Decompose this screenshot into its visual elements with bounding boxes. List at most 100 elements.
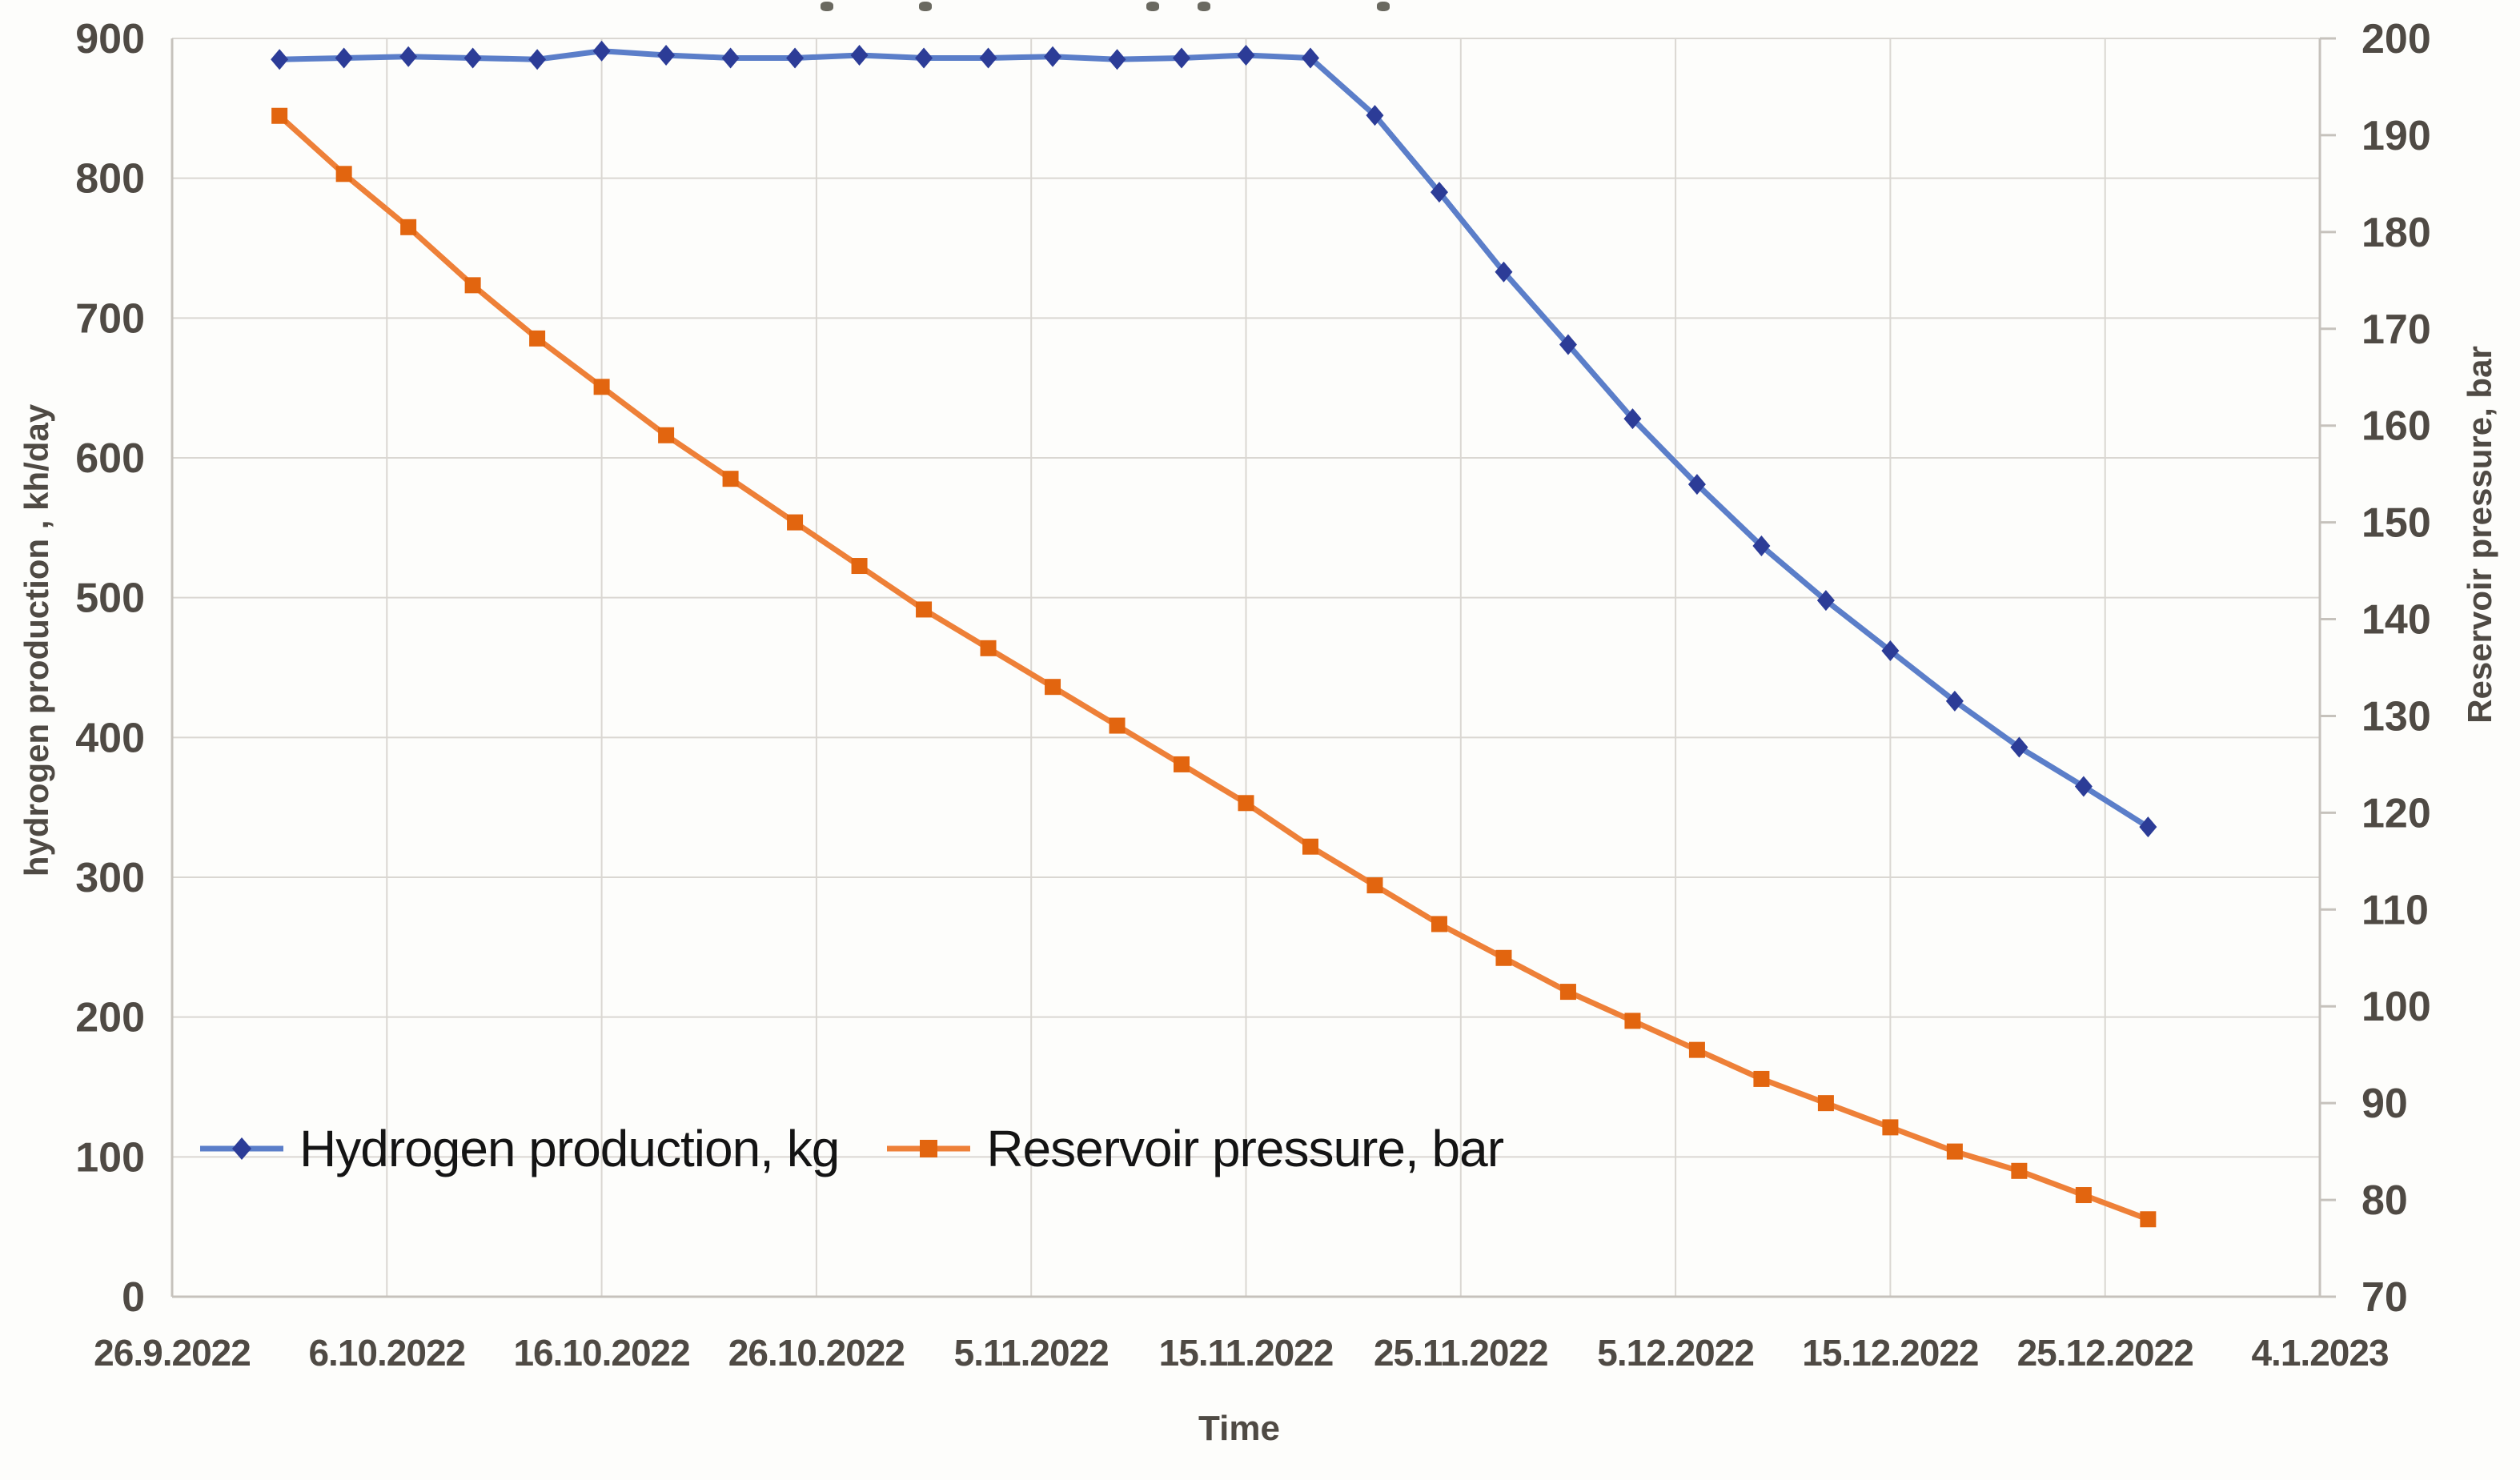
x-axis-title: Time <box>1198 1409 1280 1448</box>
data-point-marker <box>528 49 547 70</box>
x-axis-tick-label: 25.12.2022 <box>2017 1332 2193 1374</box>
data-point-marker <box>1238 795 1254 812</box>
data-point-marker <box>2075 1187 2092 1204</box>
left-axis-tick-label: 400 <box>75 715 145 761</box>
cropped-text-speck <box>1198 2 1210 11</box>
data-point-marker <box>1495 261 1513 283</box>
legend-item-hydrogen-production: Hydrogen production, kg <box>199 1119 840 1178</box>
data-point-marker <box>1174 756 1190 772</box>
x-axis-tick-label: 5.12.2022 <box>1597 1332 1754 1374</box>
data-point-marker <box>658 427 675 443</box>
left-axis-tick-label: 300 <box>75 855 145 901</box>
data-point-marker <box>1946 1143 1963 1160</box>
cropped-text-speck <box>1377 2 1390 11</box>
right-axis-tick-label: 180 <box>2361 210 2431 256</box>
data-point-marker <box>529 330 546 347</box>
pressure-series-sample-icon <box>887 1140 971 1157</box>
data-point-marker <box>2139 816 2157 838</box>
data-point-marker <box>1752 535 1771 557</box>
data-point-marker <box>335 47 353 69</box>
data-point-marker <box>271 107 288 124</box>
data-point-marker <box>851 558 868 575</box>
left-axis-tick-label: 600 <box>75 435 145 482</box>
right-axis-tick-label: 80 <box>2361 1177 2408 1224</box>
data-point-marker <box>1559 984 1576 1001</box>
data-point-marker <box>1624 1013 1641 1029</box>
left-axis-tick-label: 500 <box>75 576 145 622</box>
legend-item-reservoir-pressure: Reservoir pressure, bar <box>885 1119 1504 1178</box>
data-point-marker <box>1366 877 1383 894</box>
right-axis-tick-label: 200 <box>2361 16 2431 62</box>
data-point-marker <box>1882 1119 1899 1136</box>
right-axis-tick-label: 130 <box>2361 693 2431 740</box>
right-axis-tick-label: 190 <box>2361 113 2431 159</box>
data-point-marker <box>2140 1211 2157 1228</box>
data-point-marker <box>1366 105 1384 126</box>
data-point-marker <box>399 46 418 67</box>
data-point-marker <box>1237 44 1255 66</box>
data-point-marker <box>979 47 997 69</box>
data-point-marker <box>1044 46 1062 67</box>
right-axis-tick-label: 160 <box>2361 403 2431 450</box>
right-axis-tick-label: 110 <box>2361 887 2429 933</box>
data-point-marker <box>1817 1095 1834 1112</box>
data-point-marker <box>1816 590 1835 612</box>
x-axis-tick-label: 6.10.2022 <box>308 1332 465 1374</box>
data-point-marker <box>1559 334 1577 355</box>
data-point-marker <box>1687 474 1706 495</box>
right-axis-tick-label: 70 <box>2361 1274 2408 1321</box>
data-point-marker <box>2011 1162 2028 1179</box>
x-axis-tick-label: 26.10.2022 <box>728 1332 905 1374</box>
x-axis-tick-label: 5.11.2022 <box>954 1332 1109 1374</box>
x-axis-tick-label: 15.11.2022 <box>1159 1332 1334 1374</box>
right-axis-tick-label: 150 <box>2361 500 2431 547</box>
legend: Hydrogen production, kg Reservoir pressu… <box>199 1119 1504 1178</box>
left-axis-tick-label: 200 <box>75 995 145 1041</box>
data-point-marker <box>721 47 740 69</box>
data-point-marker <box>1430 182 1448 203</box>
left-axis-tick-label: 100 <box>75 1134 145 1181</box>
left-axis-tick-label: 800 <box>75 156 145 203</box>
data-point-marker <box>915 47 933 69</box>
data-point-marker <box>1173 47 1191 69</box>
right-axis-tick-label: 170 <box>2361 307 2431 353</box>
data-point-marker <box>786 47 805 69</box>
left-axis-tick-label: 900 <box>75 16 145 62</box>
x-axis-tick-label: 25.11.2022 <box>1374 1332 1548 1374</box>
right-axis-tick-label: 90 <box>2361 1081 2408 1127</box>
data-point-marker <box>980 640 997 656</box>
data-point-marker <box>592 40 611 62</box>
data-point-marker <box>1302 838 1318 855</box>
left-axis-title: hydrogen production , kh/day <box>18 403 55 877</box>
reservoir-pressure-line <box>276 113 2151 1222</box>
hydrogen-series-sample-icon <box>200 1137 283 1160</box>
cropped-text-speck <box>821 2 833 11</box>
data-point-marker <box>463 47 482 69</box>
x-axis-tick-label: 16.10.2022 <box>513 1332 689 1374</box>
data-point-marker <box>1045 679 1061 696</box>
data-point-marker <box>850 44 869 66</box>
x-axis-tick-label: 15.12.2022 <box>1802 1332 1978 1374</box>
data-point-marker <box>593 379 610 395</box>
hydrogen-production-line <box>276 48 2151 830</box>
data-point-marker <box>1431 916 1447 933</box>
data-point-marker <box>1301 47 1319 69</box>
data-point-marker <box>2074 776 2093 797</box>
data-point-marker <box>916 601 933 618</box>
data-point-marker <box>1945 690 1964 712</box>
data-point-marker <box>1495 949 1512 966</box>
data-point-marker <box>464 277 481 294</box>
right-axis-tick-label: 120 <box>2361 790 2431 836</box>
data-point-marker <box>787 514 804 531</box>
cropped-text-speck <box>919 2 932 11</box>
right-axis-title: Reservoir pressure, bar <box>2461 346 2498 724</box>
data-point-marker <box>1881 640 1900 662</box>
data-point-marker <box>400 219 417 235</box>
right-axis-tick-label: 100 <box>2361 984 2431 1030</box>
data-point-marker <box>1753 1070 1770 1087</box>
data-point-marker <box>335 166 352 182</box>
data-point-marker <box>1623 408 1642 430</box>
data-point-marker <box>2010 736 2028 758</box>
